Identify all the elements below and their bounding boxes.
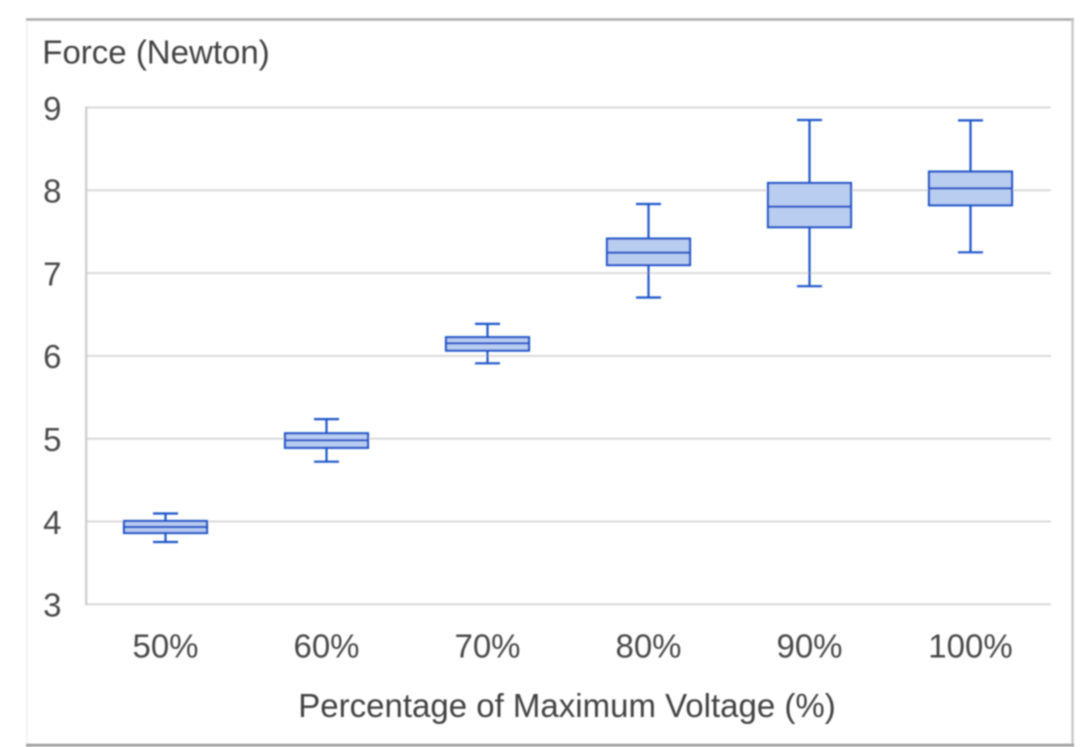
svg-text:3: 3 bbox=[43, 587, 61, 624]
svg-text:8: 8 bbox=[43, 173, 61, 210]
svg-text:4: 4 bbox=[43, 504, 61, 541]
svg-text:5: 5 bbox=[43, 421, 61, 458]
svg-text:100%: 100% bbox=[928, 627, 1012, 664]
svg-text:80%: 80% bbox=[615, 627, 681, 664]
svg-text:Percentage of Maximum Voltage: Percentage of Maximum Voltage (%) bbox=[298, 687, 835, 724]
svg-text:6: 6 bbox=[43, 338, 61, 375]
svg-text:50%: 50% bbox=[132, 627, 198, 664]
svg-text:7: 7 bbox=[43, 255, 61, 292]
svg-text:Force (Newton): Force (Newton) bbox=[42, 34, 269, 71]
svg-text:60%: 60% bbox=[293, 627, 359, 664]
svg-text:70%: 70% bbox=[454, 627, 520, 664]
svg-text:9: 9 bbox=[43, 90, 61, 127]
svg-text:90%: 90% bbox=[776, 627, 842, 664]
